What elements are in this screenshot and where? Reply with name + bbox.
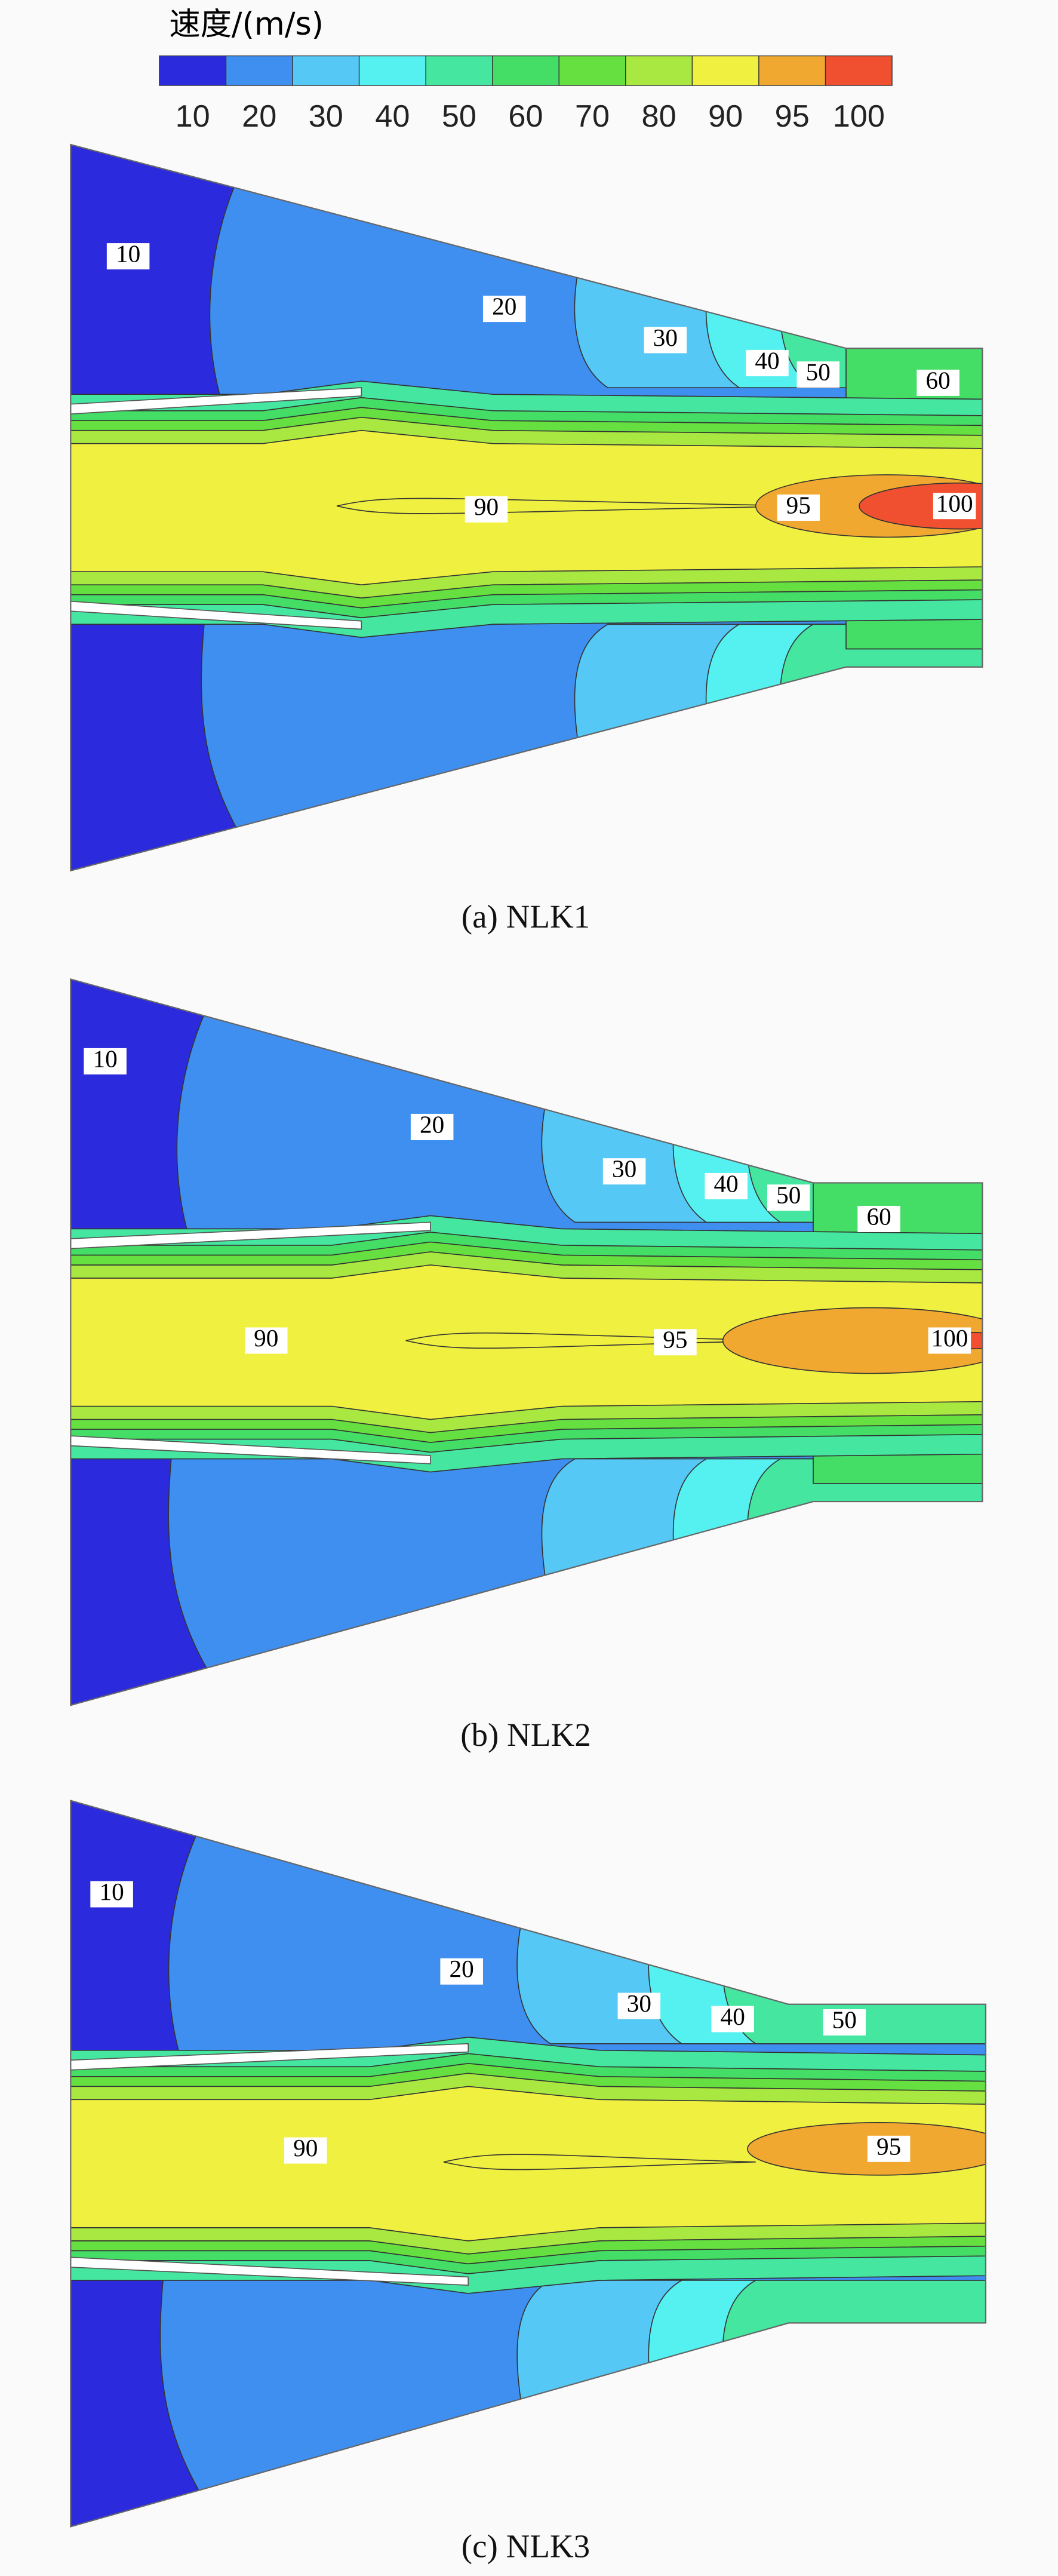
contour-label: 100 xyxy=(931,1324,968,1352)
contour-label: 10 xyxy=(116,240,140,268)
contour-label: 50 xyxy=(776,1181,801,1209)
colorbar-tick-label: 60 xyxy=(508,99,543,134)
label-box xyxy=(644,327,687,354)
label-box xyxy=(916,369,959,396)
colorbar-tick-label: 80 xyxy=(642,99,676,134)
contour-panel: 10 20 30 40 50 60 90 95 100 (b) NLK2 xyxy=(70,978,983,1753)
contour-region xyxy=(722,1902,986,2044)
colorbar-title: 速度/(m/s) xyxy=(169,6,324,42)
contour-label: 20 xyxy=(450,1955,474,1982)
label-box xyxy=(867,2135,911,2162)
label-box xyxy=(617,1992,661,2019)
contour-region xyxy=(722,2280,986,2429)
label-box xyxy=(705,1172,748,1199)
contour-label: 90 xyxy=(254,1324,278,1352)
contour-label: 10 xyxy=(99,1878,124,1905)
colorbar-swatch xyxy=(825,55,893,86)
contour-label: 100 xyxy=(936,490,973,517)
colorbar-swatch xyxy=(625,55,693,86)
contour-region xyxy=(845,610,983,650)
label-box xyxy=(602,1158,646,1185)
contour-region xyxy=(813,1182,983,1238)
colorbar-tick-label: 40 xyxy=(375,99,410,134)
contour-label: 95 xyxy=(663,1326,687,1353)
colorbar-swatch xyxy=(292,55,360,86)
colorbar-tick-label: 95 xyxy=(775,99,810,134)
colorbar-tick-label: 70 xyxy=(575,99,610,134)
label-box xyxy=(440,1958,483,1985)
contour-fills xyxy=(70,1800,986,2527)
contour-region xyxy=(722,1307,983,1374)
colorbar-swatch xyxy=(425,55,493,86)
colorbar-swatch xyxy=(225,55,293,86)
domain-outline xyxy=(70,978,983,1706)
label-box xyxy=(106,243,150,270)
label-box xyxy=(711,2006,754,2032)
label-box xyxy=(767,1184,810,1211)
contour-label: 40 xyxy=(755,346,779,374)
contour-label: 40 xyxy=(721,2003,745,2030)
label-box xyxy=(244,1327,288,1354)
contour-label: 20 xyxy=(420,1110,444,1138)
colorbar-tick-label: 10 xyxy=(176,99,210,134)
colorbar-tick-label: 20 xyxy=(242,99,276,134)
label-box xyxy=(90,1881,133,1908)
label-box xyxy=(823,2009,866,2036)
contour-label: 60 xyxy=(926,366,951,394)
label-box xyxy=(482,296,526,323)
label-box xyxy=(857,1205,900,1232)
label-box xyxy=(410,1113,454,1140)
colorbar-swatch xyxy=(758,55,826,86)
contour-fills xyxy=(70,979,983,1706)
contour-label: 60 xyxy=(866,1202,891,1230)
colorbar-tick-label: 100 xyxy=(833,99,885,134)
label-box xyxy=(777,494,820,521)
contour-label: 95 xyxy=(786,491,811,518)
colorbar-swatch xyxy=(358,55,426,86)
caption: (a) NLK1 xyxy=(462,898,590,935)
label-box xyxy=(284,2137,327,2164)
label-box xyxy=(465,496,508,523)
contour-label: 30 xyxy=(612,1155,636,1183)
label-box xyxy=(928,1327,971,1354)
contour-label: 90 xyxy=(293,2134,318,2161)
contour-label: 30 xyxy=(627,1989,651,2017)
contour-region xyxy=(443,2154,756,2170)
colorbar-swatch xyxy=(159,55,227,86)
contour-label: 20 xyxy=(492,293,516,320)
colorbar-tick-label: 90 xyxy=(708,99,743,134)
contour-panel: 10 20 30 40 50 90 95 (c) NLK3 xyxy=(70,1800,987,2565)
contour-label: 10 xyxy=(93,1045,117,1072)
caption: (b) NLK2 xyxy=(460,1717,591,1753)
colorbar-swatch xyxy=(492,55,559,86)
colorbar-tick-label: 50 xyxy=(442,99,476,134)
contour-label: 30 xyxy=(653,324,678,351)
contour-label: 50 xyxy=(806,358,831,386)
label-box xyxy=(746,349,789,376)
colorbar-swatch xyxy=(558,55,626,86)
colorbar-swatch xyxy=(691,55,759,86)
contour-panel: 10 20 30 40 50 60 90 95 100 (a) NLK1 xyxy=(70,143,983,935)
label-box xyxy=(933,493,976,520)
label-box xyxy=(654,1329,697,1356)
contour-label: 95 xyxy=(876,2132,901,2160)
label-box xyxy=(796,361,840,388)
label-box xyxy=(84,1048,127,1074)
domain-outline xyxy=(70,143,983,872)
contour-label: 40 xyxy=(714,1169,739,1197)
contour-label: 50 xyxy=(832,2006,857,2034)
contour-label: 90 xyxy=(474,493,499,520)
domain-outline xyxy=(70,1800,987,2528)
contour-fills xyxy=(70,145,983,871)
colorbar-tick-label: 30 xyxy=(309,99,343,134)
caption: (c) NLK3 xyxy=(462,2528,590,2565)
